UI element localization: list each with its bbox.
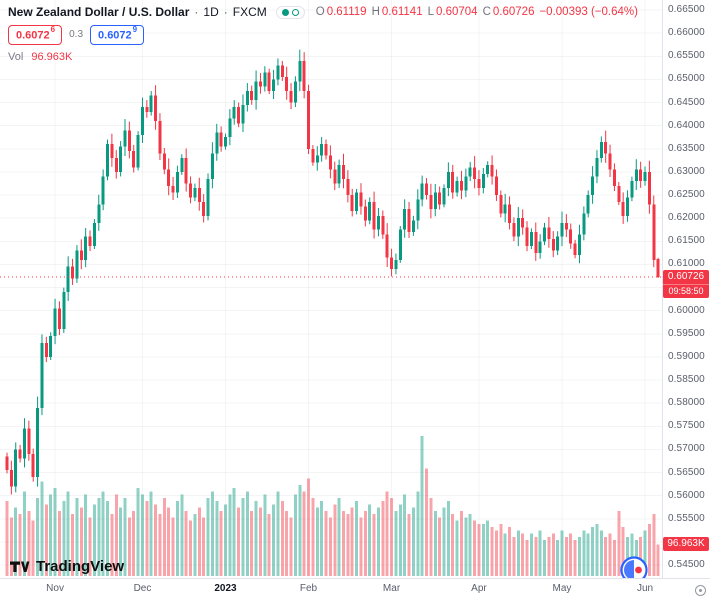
symbol-title[interactable]: New Zealand Dollar / U.S. Dollar [8,5,190,19]
time-axis-label: 2023 [214,583,237,594]
time-axis-label: Nov [46,583,64,594]
candlestick-series [5,49,660,495]
separator-dot: · [194,5,199,19]
bar-countdown: 09:58:50 [663,284,709,298]
corner-icon-dot [698,588,702,592]
price-axis-label: 0.59500 [668,327,705,339]
interval-label[interactable]: 1D [203,5,219,19]
legend-row-main: New Zealand Dollar / U.S. Dollar · 1D · … [8,5,638,19]
time-axis-label: Mar [382,583,401,594]
current-volume-tag: 96.963K [663,537,709,551]
legend-row-volume: Vol 96.963K [8,51,638,63]
bid-price-sup: 6 [50,25,56,34]
price-axis-label: 0.62500 [668,189,705,200]
price-axis-label: 0.66000 [668,27,705,39]
status-dot-icon [281,8,289,16]
price-axis-label: 0.56000 [668,489,705,501]
high-label: H [371,6,380,18]
price-axis-label: 0.55500 [668,512,705,524]
price-axis-label: 0.58500 [668,374,705,385]
price-axis-label: 0.58000 [668,397,705,409]
price-axis-label: 0.65500 [668,50,705,62]
bid-price: 0.6072 [16,29,50,42]
time-axis-label: May [552,583,572,594]
gridlines [0,0,662,578]
sell-bid-button[interactable]: 0.60726 [8,25,63,45]
price-axis-label: 0.65000 [668,73,705,85]
price-axis-label: 0.59000 [668,350,705,362]
price-axis-label: 0.57000 [668,443,705,455]
tradingview-logo[interactable]: TradingView [10,558,124,575]
exchange-label[interactable]: FXCM [232,5,267,19]
close-label: C [482,6,491,18]
time-axis[interactable]: Nov Dec 2023 Feb Mar Apr May Jun [0,578,710,600]
ohlc-values: O 0.61119 H 0.61141 L 0.60704 C 0.60726 … [316,6,638,18]
price-axis-label: 0.64500 [668,96,705,108]
tradingview-logo-text: TradingView [36,558,125,575]
separator-dot: · [223,5,228,19]
price-axis-label: 0.62000 [668,212,705,224]
status-dot-outline-icon [291,8,299,16]
price-axis-label: 0.61500 [668,235,705,247]
spread-value: 0.3 [69,29,84,41]
price-axis-label: 0.64000 [668,119,705,131]
time-axis-label: Apr [471,583,487,594]
open-value: 0.61119 [326,6,367,18]
price-axis-label: 0.61000 [668,258,705,270]
price-axis-label: 0.60000 [668,304,705,316]
ask-price-sup: 9 [132,25,138,34]
low-label: L [427,6,434,18]
volume-label: Vol [8,50,24,63]
current-price-tag: 0.60726 09:58:50 [663,270,709,299]
change-value: −0.00393 (−0.64%) [539,6,638,18]
price-axis-label: 0.57500 [668,420,705,432]
market-status-indicator[interactable] [275,5,305,19]
tradingview-logo-icon [10,561,30,572]
time-axis-settings-icon[interactable] [695,585,706,596]
open-label: O [315,6,325,18]
low-value: 0.60704 [436,6,478,18]
volume-series [5,436,660,576]
close-value: 0.60726 [492,6,535,18]
price-axis-label: 0.54500 [668,559,705,570]
price-axis-label: 0.63000 [668,165,705,177]
ask-price: 0.6072 [98,29,132,42]
chart-legend: New Zealand Dollar / U.S. Dollar · 1D · … [8,5,638,63]
time-axis-label: Dec [133,583,152,594]
price-axis-label: 0.63500 [668,142,705,154]
buy-ask-button[interactable]: 0.60729 [90,25,145,45]
price-axis-label: 0.56500 [668,466,705,478]
legend-row-bid-ask: 0.60726 0.3 0.60729 [8,25,638,45]
volume-value: 96.963K [31,50,73,63]
time-axis-label: Feb [299,583,318,594]
current-volume-value: 96.963K [667,538,705,549]
high-value: 0.61141 [381,6,423,18]
current-price-value: 0.60726 [667,271,705,283]
price-axis-label: 0.66500 [668,4,705,15]
time-axis-label: Jun [636,583,654,594]
